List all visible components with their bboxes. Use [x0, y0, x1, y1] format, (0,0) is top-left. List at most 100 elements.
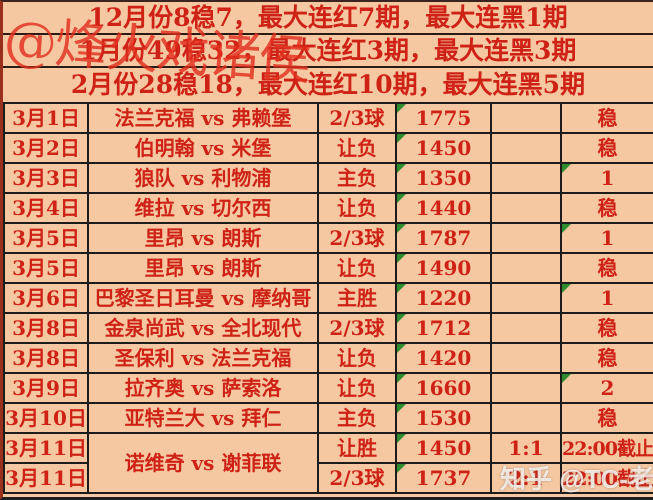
cell-result: 稳	[560, 252, 653, 284]
cell-match: 伯明翰 vs 米堡	[87, 132, 319, 164]
cell-number-text: 1530	[415, 406, 472, 430]
corner-flag-icon	[398, 405, 406, 413]
corner-flag-icon	[398, 375, 406, 383]
table-row: 3月10日 亚特兰大 vs 拜仁 主负 1530 稳	[3, 402, 653, 434]
cell-result-text: 稳	[597, 346, 618, 370]
summary-row-december: 12月份8稳7，最大连红7期，最大连黑1期	[3, 2, 653, 35]
cell-score	[490, 192, 562, 224]
cell-date: 3月5日	[3, 222, 89, 254]
cell-score	[490, 102, 562, 134]
cell-match-text: 金泉尚武 vs 全北现代	[104, 316, 302, 340]
cell-date: 3月11日	[3, 432, 89, 464]
corner-flag-icon	[398, 105, 406, 113]
cell-result: 稳	[560, 192, 653, 224]
cell-number-text: 1737	[415, 466, 472, 490]
results-table-body: 3月1日 法兰克福 vs 弗赖堡 2/3球 1775 稳 3月2日 伯明翰 vs 米堡 让负 1…	[3, 102, 653, 494]
corner-flag-icon	[398, 345, 406, 353]
cell-score	[490, 252, 562, 284]
cell-bet: 主负	[317, 162, 397, 194]
cell-match: 巴黎圣日耳曼 vs 摩纳哥	[87, 282, 319, 314]
cell-score	[490, 312, 562, 344]
table-row: 3月5日 里昂 vs 朗斯 2/3球 1787 1	[3, 222, 653, 254]
table-row: 3月8日 圣保利 vs 法兰克福 让负 1420 稳	[3, 342, 653, 374]
cell-number: 1420	[395, 342, 492, 374]
cell-match-text: 狼队 vs 利物浦	[134, 166, 272, 190]
cell-score	[490, 282, 562, 314]
cell-bet-text: 主负	[337, 166, 377, 190]
cell-date-text: 3月11日	[5, 466, 87, 490]
cell-number: 1737	[395, 462, 492, 494]
cell-bet: 让负	[317, 372, 397, 404]
cell-number: 1350	[395, 162, 492, 194]
summary-row-february: 2月份28稳18，最大连红10期，最大连黑5期	[70, 70, 586, 99]
cell-result: 1	[560, 282, 653, 314]
summary-row-january: 1月份49稳32，最大连红3期，最大连黑3期	[3, 35, 653, 68]
cell-match-text: 里昂 vs 朗斯	[144, 256, 262, 280]
cell-score	[490, 222, 562, 254]
cell-date: 3月2日	[3, 132, 89, 164]
cell-result-text: 稳	[597, 106, 618, 130]
cell-number: 1490	[395, 252, 492, 284]
cell-bet: 2/3球	[317, 102, 397, 134]
cell-date: 3月9日	[3, 372, 89, 404]
cell-match-text: 拉齐奥 vs 萨索洛	[124, 376, 282, 400]
cell-match-text: 里昂 vs 朗斯	[144, 226, 262, 250]
cell-match: 诺维奇 vs 谢菲联	[87, 432, 319, 494]
cell-date: 3月3日	[3, 162, 89, 194]
cell-date-text: 3月1日	[12, 106, 80, 130]
table-row: 3月9日 拉齐奥 vs 萨索洛 让负 1660 2	[3, 372, 653, 404]
cell-number-text: 1787	[415, 226, 472, 250]
cell-bet-text: 让负	[337, 256, 377, 280]
cell-result: 1	[560, 162, 653, 194]
cell-match-text: 亚特兰大 vs 拜仁	[124, 406, 282, 430]
cell-bet-text: 2/3球	[329, 226, 385, 250]
cell-date-text: 3月4日	[12, 196, 80, 220]
cell-date: 3月8日	[3, 312, 89, 344]
cell-bet-text: 让负	[337, 376, 377, 400]
corner-flag-icon	[398, 135, 406, 143]
cell-date-text: 3月10日	[5, 406, 87, 430]
cell-date: 3月5日	[3, 252, 89, 284]
cell-number-text: 1712	[415, 316, 472, 340]
cell-date-text: 3月8日	[12, 316, 80, 340]
corner-flag-icon	[398, 435, 406, 443]
cell-number: 1440	[395, 192, 492, 224]
cell-match: 法兰克福 vs 弗赖堡	[87, 102, 319, 134]
cell-bet: 让负	[317, 132, 397, 164]
cell-date: 3月8日	[3, 342, 89, 374]
cell-bet-text: 让负	[337, 346, 377, 370]
cell-bet-text: 让负	[337, 136, 377, 160]
table-row: 3月4日 维拉 vs 切尔西 让负 1440 稳	[3, 192, 653, 224]
cell-result-text: 稳	[597, 406, 618, 430]
cell-result: 稳	[560, 102, 653, 134]
cell-bet: 主胜	[317, 282, 397, 314]
cell-number-text: 1220	[415, 286, 472, 310]
cell-match-text: 伯明翰 vs 米堡	[134, 136, 272, 160]
cell-match: 圣保利 vs 法兰克福	[87, 342, 319, 374]
cell-score-text: 1:1	[508, 436, 544, 460]
cell-bet-text: 让负	[337, 196, 377, 220]
corner-flag-icon	[563, 285, 571, 293]
cell-date-text: 3月5日	[12, 256, 80, 280]
corner-flag-icon	[398, 195, 406, 203]
cell-date: 3月6日	[3, 282, 89, 314]
cell-match-text: 巴黎圣日耳曼 vs 摩纳哥	[94, 286, 312, 310]
cell-number: 1660	[395, 372, 492, 404]
cell-date: 3月11日	[3, 462, 89, 494]
cell-number: 1787	[395, 222, 492, 254]
cell-bet: 2/3球	[317, 222, 397, 254]
corner-flag-icon	[398, 315, 406, 323]
cell-result: 22:00截止	[560, 462, 653, 494]
cell-result-text: 1	[600, 286, 615, 310]
cell-score	[490, 132, 562, 164]
cell-date: 3月4日	[3, 192, 89, 224]
cell-number: 1712	[395, 312, 492, 344]
table-row: 3月3日 狼队 vs 利物浦 主负 1350 1	[3, 162, 653, 194]
cell-match-text: 法兰克福 vs 弗赖堡	[114, 106, 292, 130]
cell-bet: 主负	[317, 402, 397, 434]
corner-flag-icon	[398, 165, 406, 173]
table-row: 3月1日 法兰克福 vs 弗赖堡 2/3球 1775 稳	[3, 102, 653, 134]
cell-result: 稳	[560, 132, 653, 164]
table-row: 3月8日 金泉尚武 vs 全北现代 2/3球 1712 稳	[3, 312, 653, 344]
cell-bet: 让负	[317, 192, 397, 224]
